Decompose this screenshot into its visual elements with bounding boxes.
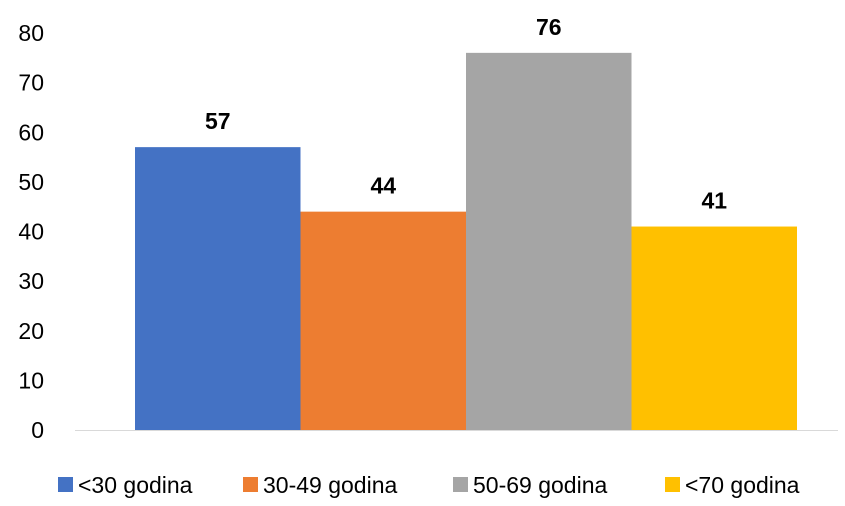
legend-item: 50-69 godina bbox=[453, 472, 607, 498]
bars-group bbox=[135, 52, 797, 430]
y-tick-label: 20 bbox=[18, 318, 44, 344]
y-tick-label: 30 bbox=[18, 268, 44, 294]
bar bbox=[300, 211, 466, 430]
bar-data-label: 41 bbox=[701, 188, 727, 214]
legend-item: 30-49 godina bbox=[243, 472, 397, 498]
legend-swatch bbox=[665, 477, 680, 492]
bar bbox=[135, 147, 301, 430]
bar-data-label: 57 bbox=[205, 108, 231, 134]
y-tick-label: 70 bbox=[18, 70, 44, 96]
bar bbox=[631, 226, 797, 430]
y-tick-label: 50 bbox=[18, 169, 44, 195]
legend-item: <70 godina bbox=[665, 472, 800, 498]
legend-swatch bbox=[243, 477, 258, 492]
y-tick-label: 60 bbox=[18, 119, 44, 145]
legend-label: 30-49 godina bbox=[263, 472, 397, 498]
data-labels-group: 57 44 76 41 bbox=[205, 14, 727, 214]
legend-swatch bbox=[453, 477, 468, 492]
bar-data-label: 76 bbox=[536, 14, 562, 40]
legend-item: <30 godina bbox=[58, 472, 193, 498]
legend: <30 godina 30-49 godina 50-69 godina <70 go… bbox=[58, 472, 800, 498]
legend-label: <70 godina bbox=[685, 472, 800, 498]
legend-label: 50-69 godina bbox=[473, 472, 607, 498]
legend-swatch bbox=[58, 477, 73, 492]
y-tick-label: 0 bbox=[31, 417, 44, 443]
y-tick-label: 40 bbox=[18, 219, 44, 245]
bar-data-label: 44 bbox=[370, 173, 396, 199]
y-tick-label: 10 bbox=[18, 367, 44, 393]
y-axis: 0 10 20 30 40 50 60 70 80 bbox=[18, 20, 44, 443]
legend-label: <30 godina bbox=[78, 472, 193, 498]
y-tick-label: 80 bbox=[18, 20, 44, 46]
bar bbox=[466, 52, 632, 430]
